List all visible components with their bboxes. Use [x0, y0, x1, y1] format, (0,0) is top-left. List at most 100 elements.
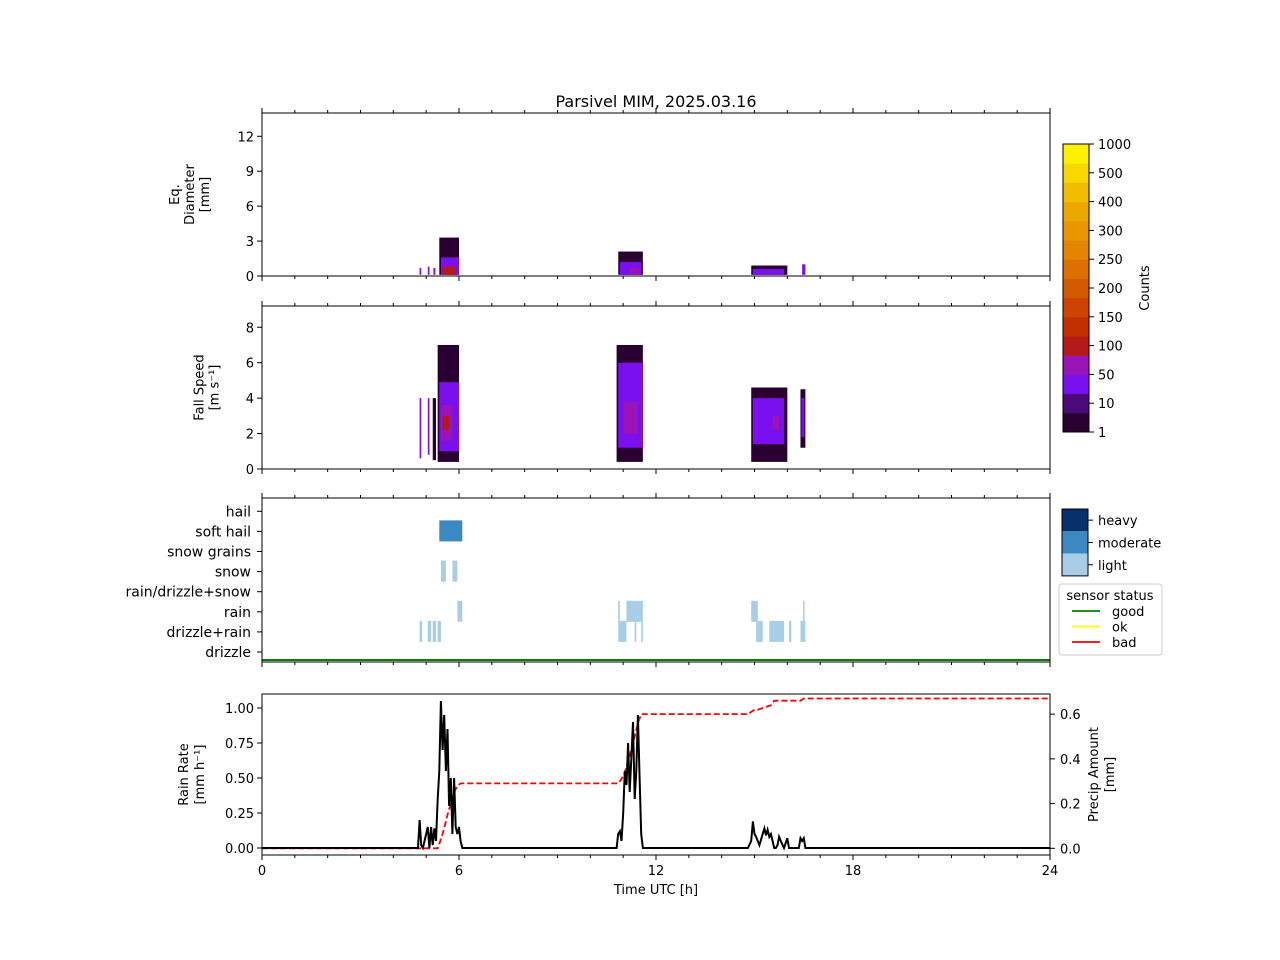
colorbar-label: Counts: [1138, 265, 1153, 311]
heatmap-cell: [419, 267, 422, 275]
colorbar-tick-label: 500: [1098, 167, 1123, 182]
precip-type-block: [452, 560, 458, 582]
intensity-label: heavy: [1098, 514, 1138, 529]
precip-type-block: [769, 620, 785, 642]
y-tick-label: 0.50: [225, 772, 254, 787]
y-axis-label: Fall Speed: [193, 354, 208, 420]
heatmap-cell: [802, 264, 806, 275]
x-tick-label: 24: [1042, 864, 1059, 879]
colorbar-tick-label: 150: [1098, 311, 1123, 326]
y-axis-label: Diameter: [183, 164, 198, 225]
y-tick-label: 9: [246, 165, 254, 180]
y-tick-label: 4: [246, 392, 254, 407]
y-tick-label: 0.25: [225, 807, 254, 822]
colorbar-segment: [1063, 316, 1089, 337]
precip-type-block: [618, 600, 620, 622]
heatmap-cell: [629, 267, 640, 275]
colorbar-segment: [1063, 355, 1089, 375]
rain-rate-line: [262, 700, 1050, 851]
precip-type-block: [751, 600, 758, 622]
precip-amount-line: [262, 697, 1050, 850]
heatmap-cell: [427, 398, 430, 455]
heatmap-cell: [419, 398, 422, 459]
plot-frame: [261, 497, 1051, 663]
colorbar-segment: [1063, 278, 1089, 299]
colorbar-tick-label: 100: [1098, 340, 1123, 355]
colorbar-tick-label: 300: [1098, 224, 1123, 239]
y-tick-label: 0.75: [225, 737, 254, 752]
intensity-swatch: [1062, 553, 1088, 576]
precip-type-block: [626, 600, 643, 622]
x-tick-label: 18: [845, 864, 862, 879]
y-tick-label: 3: [246, 235, 254, 250]
colorbar-segment: [1063, 240, 1089, 260]
precip-type-block: [618, 620, 627, 642]
precip-type-block: [440, 560, 446, 582]
precip-type-block: [419, 620, 423, 642]
y-tick-label: 0: [246, 270, 254, 285]
heatmap-cell: [432, 398, 437, 461]
colorbar-tick-label: 10: [1098, 397, 1115, 412]
fall-speed-panel: 0 2 4 6 8 Fall Speed [m s⁻¹]: [193, 301, 1051, 478]
colorbar-segment: [1063, 336, 1089, 356]
precip-type-block: [439, 520, 463, 542]
y-axis-label: [mm]: [198, 177, 213, 212]
y-tick-label: 6: [246, 357, 254, 372]
y-tick-label: 12: [237, 130, 254, 145]
category-label: hail: [226, 504, 251, 520]
status-legend-label: bad: [1112, 636, 1136, 651]
y2-tick-label: 0.6: [1060, 708, 1081, 723]
plot-frame: [261, 305, 1051, 470]
status-legend-title: sensor status: [1066, 589, 1153, 604]
status-legend-label: good: [1112, 605, 1144, 620]
y-tick-label: 2: [246, 428, 254, 443]
colorbar-tick-label: 1: [1098, 426, 1106, 441]
plot-frame: [261, 693, 1051, 856]
colorbar-segment: [1063, 259, 1089, 279]
precip-type-block: [641, 620, 643, 642]
heatmap-cell: [442, 415, 450, 431]
y-axis-label: [m s⁻¹]: [208, 365, 223, 411]
category-label: soft hail: [195, 524, 251, 540]
colorbar-tick-label: 400: [1098, 196, 1123, 211]
heatmap-cell: [772, 415, 780, 431]
heatmap-cell: [427, 266, 430, 275]
rain-rate-panel: 0 6 12 18 24 0.00 0.25 0.50 0.75 1.00 0.0 0.2 0.4 0.6…: [177, 693, 1118, 898]
precip-type-block: [803, 600, 805, 622]
precip-type-panel: drizzle drizzle+rain rain rain/drizzle+snow…: [126, 493, 1051, 667]
y-tick-label: 1.00: [225, 702, 254, 717]
plot-frame: [261, 112, 1051, 277]
y-tick-label: 0.00: [225, 842, 254, 857]
heatmap-cell: [801, 398, 805, 438]
colorbar-segment: [1063, 297, 1089, 318]
x-axis-label: Time UTC [h]: [613, 883, 698, 898]
heatmap-cell: [752, 398, 785, 445]
precip-type-block: [800, 620, 806, 642]
heatmap-cell: [623, 401, 638, 434]
y-tick-label: 0: [246, 463, 254, 478]
intensity-label: light: [1098, 559, 1127, 574]
category-label: snow grains: [167, 545, 251, 561]
precip-type-block: [427, 620, 432, 642]
colorbar-tick-label: 50: [1098, 368, 1115, 383]
y2-tick-label: 0.0: [1060, 842, 1081, 857]
y2-axis-label: Precip Amount: [1087, 727, 1102, 822]
precip-type-block: [432, 620, 437, 642]
x-tick-label: 12: [648, 864, 665, 879]
category-label: drizzle: [205, 645, 251, 661]
colorbar-segment: [1063, 374, 1089, 395]
colorbar-tick-label: 200: [1098, 282, 1123, 297]
intensity-label: moderate: [1098, 536, 1161, 551]
category-label: rain/drizzle+snow: [126, 585, 251, 601]
precip-type-block: [437, 620, 441, 642]
y-axis-label: [mm h⁻¹]: [193, 745, 208, 805]
y2-tick-label: 0.4: [1060, 753, 1081, 768]
precip-type-block: [788, 620, 792, 642]
y2-tick-label: 0.2: [1060, 798, 1081, 813]
precip-type-block: [457, 600, 463, 622]
precip-type-block: [634, 620, 637, 642]
y-tick-label: 6: [246, 200, 254, 215]
status-legend-label: ok: [1112, 621, 1128, 636]
category-label: rain: [224, 605, 251, 621]
